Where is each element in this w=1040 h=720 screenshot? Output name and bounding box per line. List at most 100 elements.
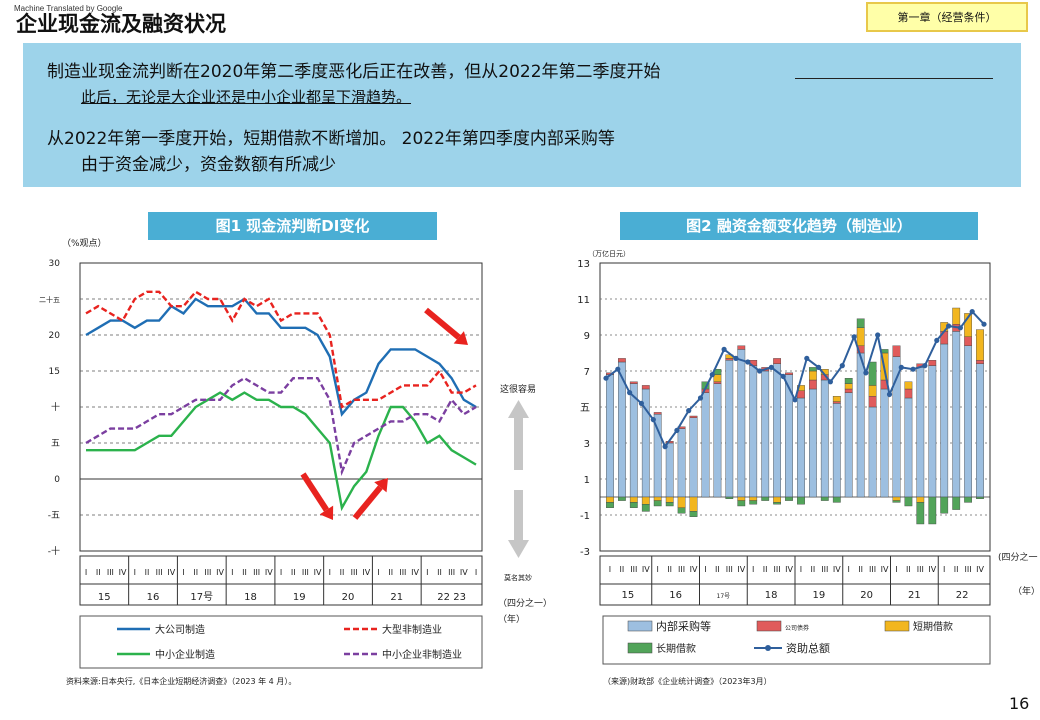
fig2-bar-2 xyxy=(665,496,674,503)
fig2-bar-0 xyxy=(940,343,949,498)
fig2-legend-label: 内部采购等 xyxy=(656,619,711,633)
fig1-year-label: 18 xyxy=(244,592,257,603)
fig2-bar-2 xyxy=(976,329,984,361)
summary-line-2: 此后，无论是大企业还是中小企业都呈下滑趋势。 xyxy=(81,88,412,106)
fig1-hard-arrow-head xyxy=(508,540,529,558)
fig1-quarter-label: III xyxy=(204,568,211,577)
fig2-bar-3 xyxy=(904,496,913,507)
fig1-quarter-label: III xyxy=(253,568,260,577)
fig2-bar-2 xyxy=(892,496,901,501)
fig2-bar-0 xyxy=(880,388,889,498)
fig2-bar-0 xyxy=(868,406,877,498)
fig2-bar-1 xyxy=(713,381,722,384)
fig2-quarter-label: II xyxy=(620,565,625,574)
fig1-legend-box xyxy=(79,615,483,669)
fig2-legend-box xyxy=(602,615,991,665)
fig2-bar-2 xyxy=(737,496,746,501)
fig2-bar-2 xyxy=(809,370,817,381)
fig2-quarter-label: II xyxy=(906,565,911,574)
fig2-y-tick-label: 11 xyxy=(577,295,590,306)
fig2-x-unit-quarter: (四分之一 xyxy=(998,551,1038,563)
fig1-y-unit: （%观点） xyxy=(62,238,107,249)
fig2-year-label: 17号 xyxy=(717,593,731,600)
fig2-quarter-label: I xyxy=(943,565,945,574)
fig2-bar-3 xyxy=(785,496,793,501)
fig2-bar-3 xyxy=(761,496,770,501)
fig2-bar-2 xyxy=(832,396,841,402)
fig2-bar-2 xyxy=(689,496,698,512)
fig2-bar-1 xyxy=(976,360,984,365)
fig2-total-point xyxy=(816,364,822,370)
fig2-bar-3 xyxy=(618,496,626,501)
fig2-legend-label: 短期借款 xyxy=(913,620,953,633)
fig1-red-arrow-decline-2022 xyxy=(424,307,468,345)
fig1-quarter-label: I xyxy=(182,568,184,577)
fig2-total-point xyxy=(603,375,609,381)
fig2-y-tick-label: 13 xyxy=(577,259,590,270)
fig1-red-arrow-decline-2020-shaft xyxy=(300,472,329,512)
fig2-bar-3 xyxy=(940,496,949,514)
fig2-bar-3 xyxy=(856,318,865,328)
fig2-legend-label: 公司债券 xyxy=(785,624,809,632)
fig1-hard-arrow-shaft xyxy=(514,490,523,542)
fig2-total-point xyxy=(792,397,798,403)
fig2-bar-1 xyxy=(653,412,662,415)
fig2-total-point xyxy=(886,391,893,397)
fig2-bar-3 xyxy=(653,500,662,507)
fig1-quarter-label: I xyxy=(426,568,428,577)
fig2-year-label: 21 xyxy=(908,590,921,601)
fig2-bar-0 xyxy=(761,370,770,498)
fig2-legend-swatch xyxy=(884,620,910,632)
fig1-quarter-label: III xyxy=(351,568,358,577)
fig2-bar-0 xyxy=(701,392,710,498)
fig2-total-point xyxy=(757,368,763,374)
fig2-quarter-label: III xyxy=(917,565,924,574)
fig2-quarter-label: I xyxy=(895,565,897,574)
fig2-bar-2 xyxy=(964,313,973,337)
fig1-quarter-label: IV xyxy=(314,568,322,577)
fig2-bar-2 xyxy=(916,496,925,503)
fig1-y-tick-label: 0 xyxy=(54,475,60,485)
fig2-bar-2 xyxy=(844,383,853,390)
fig1-y-tick-label: 30 xyxy=(49,259,61,269)
summary-box: 制造业现金流判断在2020年第二季度恶化后正在改善，但从2022年第二季度开始 … xyxy=(23,43,1021,187)
fig2-bar-1 xyxy=(737,345,746,350)
fig2-y-tick-label: 3 xyxy=(584,439,590,450)
fig2-y-tick-label: 7 xyxy=(584,367,590,378)
fig2-total-point xyxy=(733,355,739,361)
fig2-bar-1 xyxy=(725,358,734,361)
fig2-bar-3 xyxy=(737,500,746,507)
summary-underline-blank xyxy=(795,78,993,79)
fig2-bar-0 xyxy=(725,360,734,498)
fig1-y-tick-label: 15 xyxy=(49,367,60,377)
fig1-y-tick-label: 十 xyxy=(51,401,60,413)
fig2-bar-3 xyxy=(641,504,650,512)
fig2-bar-2 xyxy=(952,307,961,325)
machine-translation-note: Machine Translated by Google xyxy=(14,4,123,13)
fig2-bar-0 xyxy=(964,345,973,498)
fig2-bar-0 xyxy=(916,367,925,498)
fig2-total-point xyxy=(981,321,987,327)
fig1-series-line-3 xyxy=(85,376,477,477)
fig2-year-label: 18 xyxy=(765,590,778,601)
fig1-easy-arrow-head xyxy=(508,400,529,418)
fig1-red-arrow-recovery-2020-head xyxy=(374,478,388,493)
fig2-bar-0 xyxy=(737,349,746,498)
fig1-legend-label: 中小企业制造 xyxy=(155,648,215,661)
fig2-y-tick-label: -3 xyxy=(580,547,590,558)
fig2-bar-3 xyxy=(677,507,686,514)
fig2-bar-3 xyxy=(820,496,829,501)
fig2-bar-3 xyxy=(964,496,973,503)
fig2-bar-1 xyxy=(797,390,805,399)
fig2-total-point xyxy=(721,346,727,352)
fig2-quarter-label: III xyxy=(678,565,685,574)
fig2-bar-2 xyxy=(677,496,686,509)
fig1-hard-label: 莫名其妙 xyxy=(504,573,532,582)
fig2-quarter-label: I xyxy=(752,565,754,574)
fig2-total-point xyxy=(768,364,775,370)
fig2-total-point xyxy=(827,379,834,385)
fig1-legend-label: 大型非制造业 xyxy=(382,623,442,636)
fig1-quarter-label: II xyxy=(437,568,442,577)
fig2-bar-0 xyxy=(844,392,853,498)
fig2-quarter-label: IV xyxy=(881,565,889,574)
